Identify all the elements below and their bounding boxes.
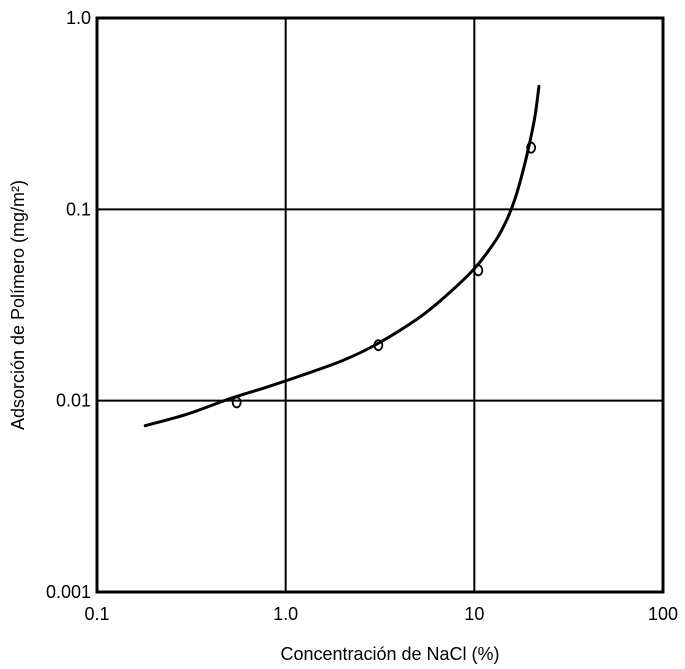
data-point bbox=[473, 264, 484, 277]
y-tick-labels: 0.001 0.01 0.1 1.0 bbox=[46, 8, 91, 602]
x-tick-label: 1.0 bbox=[273, 604, 298, 624]
y-tick-label: 0.001 bbox=[46, 582, 91, 602]
plot-frame bbox=[95, 16, 665, 594]
fit-curve-layer bbox=[143, 84, 541, 428]
data-point bbox=[526, 141, 537, 154]
data-point bbox=[373, 339, 384, 352]
y-tick-label: 0.1 bbox=[66, 199, 91, 219]
grid bbox=[97, 18, 663, 592]
y-axis-label: Adsorción de Polímero (mg/m²) bbox=[8, 180, 28, 430]
y-tick-label: 0.01 bbox=[56, 391, 91, 411]
fit-curve bbox=[143, 84, 541, 428]
x-tick-label: 10 bbox=[464, 604, 484, 624]
x-tick-label: 0.1 bbox=[84, 604, 109, 624]
x-tick-labels: 0.1 1.0 10 100 bbox=[84, 604, 678, 624]
y-tick-label: 1.0 bbox=[66, 8, 91, 28]
data-point bbox=[231, 396, 242, 409]
x-tick-label: 100 bbox=[648, 604, 678, 624]
data-points-layer bbox=[231, 141, 537, 409]
x-axis-label: Concentración de NaCl (%) bbox=[280, 644, 499, 664]
